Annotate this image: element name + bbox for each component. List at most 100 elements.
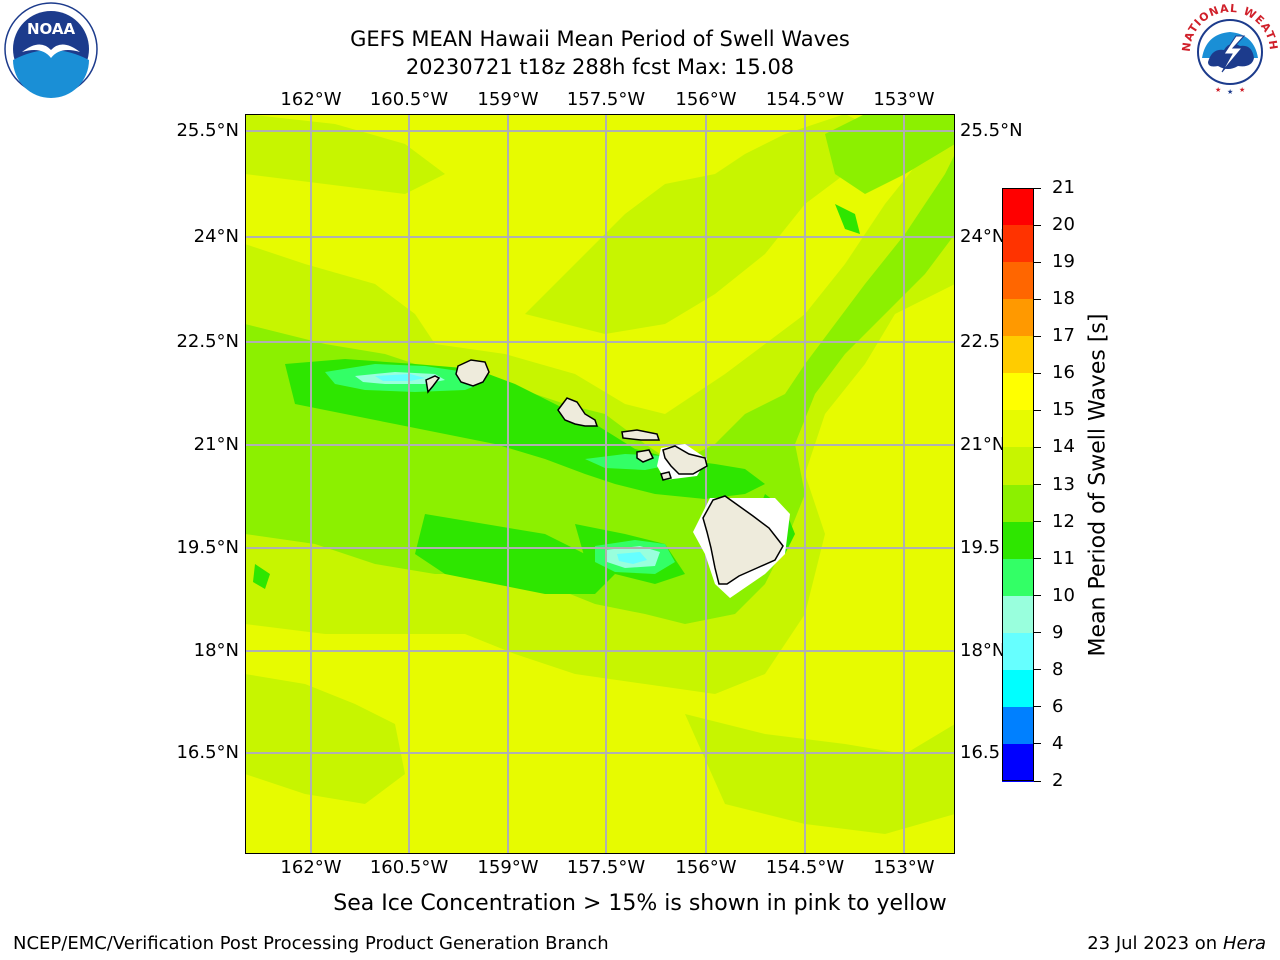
- lat-label-left: 21°N: [193, 434, 239, 455]
- colorbar-tick-label: 17: [1052, 325, 1075, 347]
- colorbar-tick-label: 12: [1052, 510, 1075, 532]
- colorbar-segment: [1002, 410, 1034, 448]
- island-hawaii: [702, 495, 784, 585]
- lon-label-bottom: 160.5°W: [369, 857, 449, 878]
- colorbar-tick-label: 13: [1052, 473, 1075, 495]
- island-kahoolawe: [660, 471, 672, 481]
- lat-label-right: 21°N: [960, 434, 1006, 455]
- colorbar-segment: [1002, 595, 1034, 634]
- chart-subtitle: 20230721 t18z 288h fcst Max: 15.08: [405, 55, 795, 79]
- colorbar-tick-mark: [1034, 595, 1041, 597]
- colorbar-segment: [1002, 188, 1034, 226]
- colorbar-tick-mark: [1034, 187, 1041, 189]
- colorbar-tick-mark: [1034, 409, 1041, 411]
- colorbar-tick-label: 14: [1052, 436, 1075, 458]
- colorbar-tick-mark: [1034, 780, 1041, 782]
- colorbar-tick-label: 2: [1052, 770, 1064, 791]
- colorbar-tick-mark: [1034, 743, 1041, 745]
- contour-band-8-9: [375, 374, 647, 564]
- lat-label-right: 18°N: [960, 640, 1006, 661]
- island-kauai: [455, 359, 490, 387]
- colorbar-segment: [1002, 299, 1034, 337]
- colorbar-segment: [1002, 743, 1034, 782]
- colorbar-tick-label: 21: [1052, 177, 1075, 198]
- footer-date: 23 Jul 2023 on Hera: [1087, 933, 1266, 954]
- colorbar-segment: [1002, 336, 1034, 374]
- lon-label-bottom: 154.5°W: [765, 857, 845, 878]
- colorbar-tick-mark: [1034, 335, 1041, 337]
- sea-ice-note: Sea Ice Concentration > 15% is shown in …: [333, 891, 947, 916]
- footer-branch: NCEP/EMC/Verification Post Processing Pr…: [13, 933, 609, 954]
- colorbar: [1002, 188, 1034, 782]
- colorbar-segment: [1002, 632, 1034, 671]
- colorbar-tick-label: 11: [1052, 547, 1075, 569]
- lat-label-left: 24°N: [193, 226, 239, 247]
- lon-label-top: 156°W: [675, 89, 737, 110]
- colorbar-tick-mark: [1034, 261, 1041, 263]
- colorbar-segment: [1002, 484, 1034, 523]
- lon-label-bottom: 159°W: [477, 857, 539, 878]
- colorbar-tick-label: 10: [1052, 584, 1075, 606]
- island-molokai: [621, 429, 661, 441]
- lon-label-bottom: 157.5°W: [566, 857, 646, 878]
- lat-label-left: 19.5°N: [176, 537, 239, 558]
- lat-label-left: 18°N: [193, 640, 239, 661]
- colorbar-tick-mark: [1034, 446, 1041, 448]
- colorbar-label: Mean Period of Swell Waves [s]: [1085, 313, 1111, 657]
- colorbar-segment: [1002, 706, 1034, 745]
- map-panel: [244, 113, 956, 855]
- colorbar-tick-label: 9: [1052, 621, 1064, 643]
- colorbar-segment: [1002, 521, 1034, 560]
- lon-label-top: 157.5°W: [566, 89, 646, 110]
- colorbar-tick-label: 16: [1052, 362, 1075, 384]
- colorbar-segment: [1002, 447, 1034, 485]
- colorbar-tick-label: 15: [1052, 399, 1075, 421]
- lon-label-bottom: 153°W: [873, 857, 935, 878]
- lat-label-right: 19.5: [960, 537, 1001, 558]
- chart-title: GEFS MEAN Hawaii Mean Period of Swell Wa…: [350, 27, 850, 51]
- svg-text:★: ★: [1227, 88, 1233, 96]
- swell-period-map: [244, 113, 956, 855]
- colorbar-tick-mark: [1034, 372, 1041, 374]
- colorbar-tick-mark: [1034, 632, 1041, 634]
- hawaiian-islands: [425, 359, 784, 585]
- lon-label-top: 154.5°W: [765, 89, 845, 110]
- colorbar-tick-label: 20: [1052, 214, 1075, 236]
- lon-label-top: 159°W: [477, 89, 539, 110]
- lon-label-bottom: 162°W: [280, 857, 342, 878]
- lat-label-right: 22.5: [960, 331, 1001, 352]
- lat-label-left: 16.5°N: [176, 742, 239, 763]
- colorbar-tick-label: 8: [1052, 658, 1064, 680]
- colorbar-segment: [1002, 225, 1034, 263]
- svg-text:★: ★: [1239, 86, 1245, 94]
- footer-host: Hera: [1222, 933, 1266, 954]
- svg-text:★: ★: [1215, 86, 1221, 94]
- lon-label-top: 153°W: [873, 89, 935, 110]
- colorbar-tick-mark: [1034, 558, 1041, 560]
- colorbar-tick-label: 6: [1052, 695, 1064, 717]
- footer-date-text: 23 Jul 2023 on: [1087, 933, 1223, 954]
- colorbar-tick-mark: [1034, 224, 1041, 226]
- lat-label-right: 24°N: [960, 226, 1006, 247]
- lat-label-right: 16.5: [960, 742, 1001, 763]
- lat-label-left: 22.5°N: [176, 331, 239, 352]
- colorbar-tick-label: 19: [1052, 251, 1075, 273]
- map-grid: [245, 114, 955, 854]
- colorbar-tick-label: 18: [1052, 288, 1075, 310]
- noaa-logo: NOAA: [0, 0, 102, 102]
- colorbar-segment: [1002, 558, 1034, 597]
- lon-label-bottom: 156°W: [675, 857, 737, 878]
- nws-logo: NATIONAL WEATHER SERVICE ★ ★ ★: [1173, 0, 1280, 100]
- colorbar-tick-mark: [1034, 484, 1041, 485]
- colorbar-segment: [1002, 262, 1034, 300]
- colorbar-segment: [1002, 373, 1034, 411]
- island-oahu: [557, 397, 599, 427]
- colorbar-tick-label: 4: [1052, 732, 1064, 754]
- lat-label-right: 25.5°N: [960, 120, 1023, 141]
- colorbar-tick-mark: [1034, 298, 1041, 300]
- colorbar-tick-mark: [1034, 706, 1041, 708]
- colorbar-tick-mark: [1034, 521, 1041, 523]
- colorbar-tick-mark: [1034, 669, 1041, 671]
- island-niihau: [425, 375, 441, 394]
- island-lanai: [636, 449, 655, 463]
